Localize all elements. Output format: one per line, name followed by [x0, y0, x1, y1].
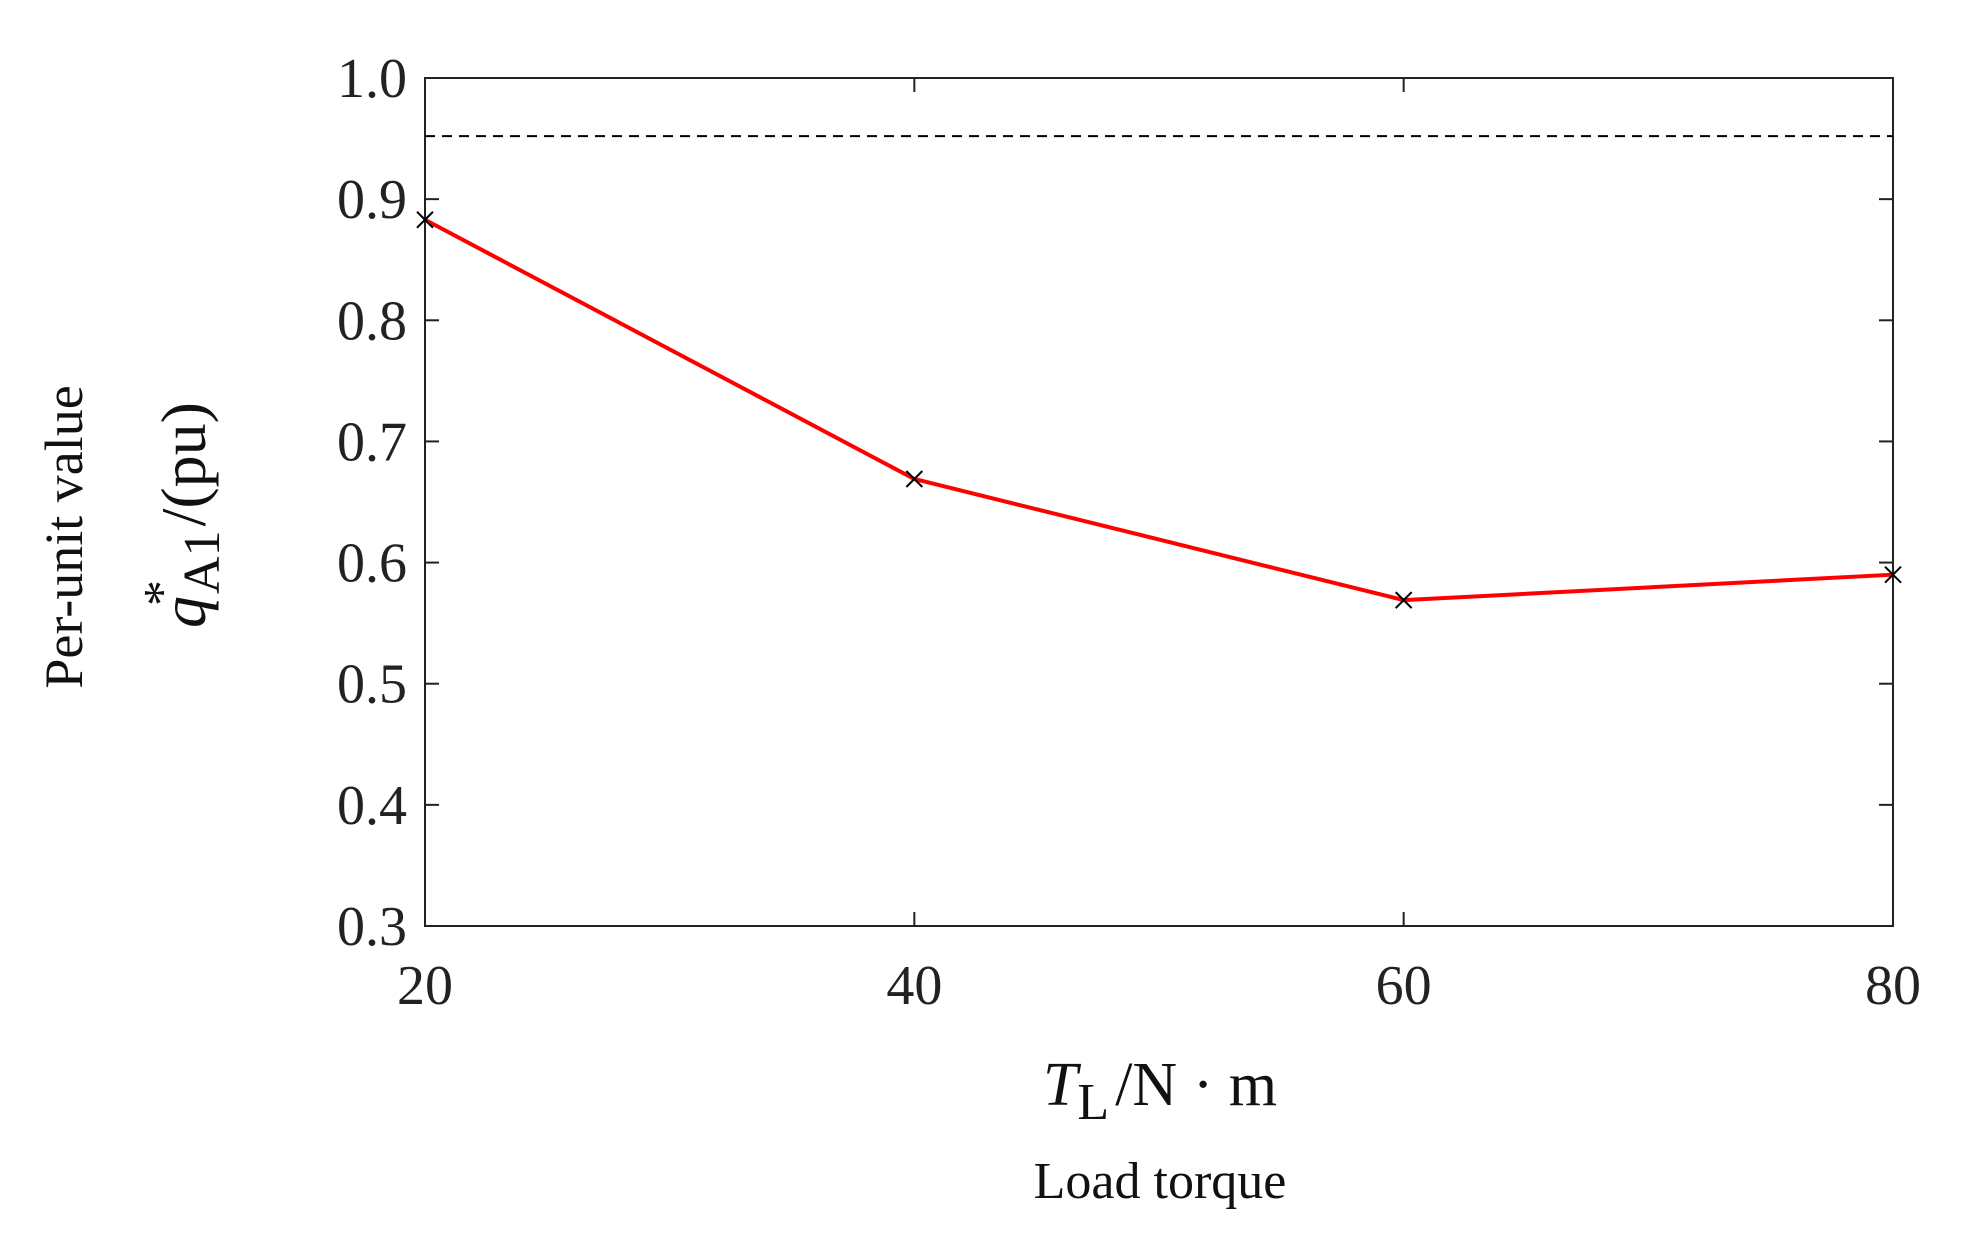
x-axis-title: TL/N · m [1043, 1051, 1277, 1131]
x-axis-description: Load torque [1034, 1153, 1287, 1210]
x-tick-label: 80 [1865, 955, 1921, 1017]
y-axis-ticks: 0.3 0.4 0.5 0.6 0.7 0.8 0.9 1.0 [337, 48, 1893, 958]
data-point-marker [416, 211, 434, 229]
x-tick-label: 60 [1376, 955, 1432, 1017]
x-tick-label: 20 [397, 955, 453, 1017]
series-line [424, 217, 1894, 603]
y-tick-label: 0.5 [337, 654, 407, 716]
y-tick-label: 1.0 [337, 48, 407, 110]
y-tick-label: 0.7 [337, 411, 407, 473]
y-tick-label: 0.8 [337, 290, 407, 352]
x-axis-unit: /N · m [1115, 1051, 1277, 1119]
x-tick-label: 40 [886, 955, 942, 1017]
y-tick-label: 0.6 [337, 533, 407, 595]
y-axis-symbol: q [148, 596, 219, 628]
y-axis-title-group: Per-unit value [34, 385, 94, 688]
y-axis-title: q*A1/(pu) [134, 402, 231, 628]
x-axis-subscript: L [1077, 1074, 1109, 1131]
y-axis-symbol-group: q*A1/(pu) [134, 402, 231, 628]
y-tick-label: 0.9 [337, 169, 407, 231]
plot-frame [424, 77, 1894, 927]
series-group [416, 211, 1902, 609]
y-tick-label: 0.4 [337, 775, 407, 837]
y-tick-label: 0.3 [337, 896, 407, 958]
y-axis-description: Per-unit value [34, 385, 94, 688]
x-axis-symbol: T [1043, 1051, 1082, 1119]
y-axis-unit: /(pu) [148, 402, 219, 526]
y-axis-superscript: * [134, 580, 191, 606]
data-point-marker [1884, 565, 1902, 584]
data-point-marker [905, 470, 924, 488]
plot-area [424, 77, 1894, 927]
data-point-marker [1394, 591, 1413, 609]
x-axis-ticks: 20 40 60 80 [397, 78, 1921, 1017]
y-axis-subscript: A1 [174, 530, 231, 594]
